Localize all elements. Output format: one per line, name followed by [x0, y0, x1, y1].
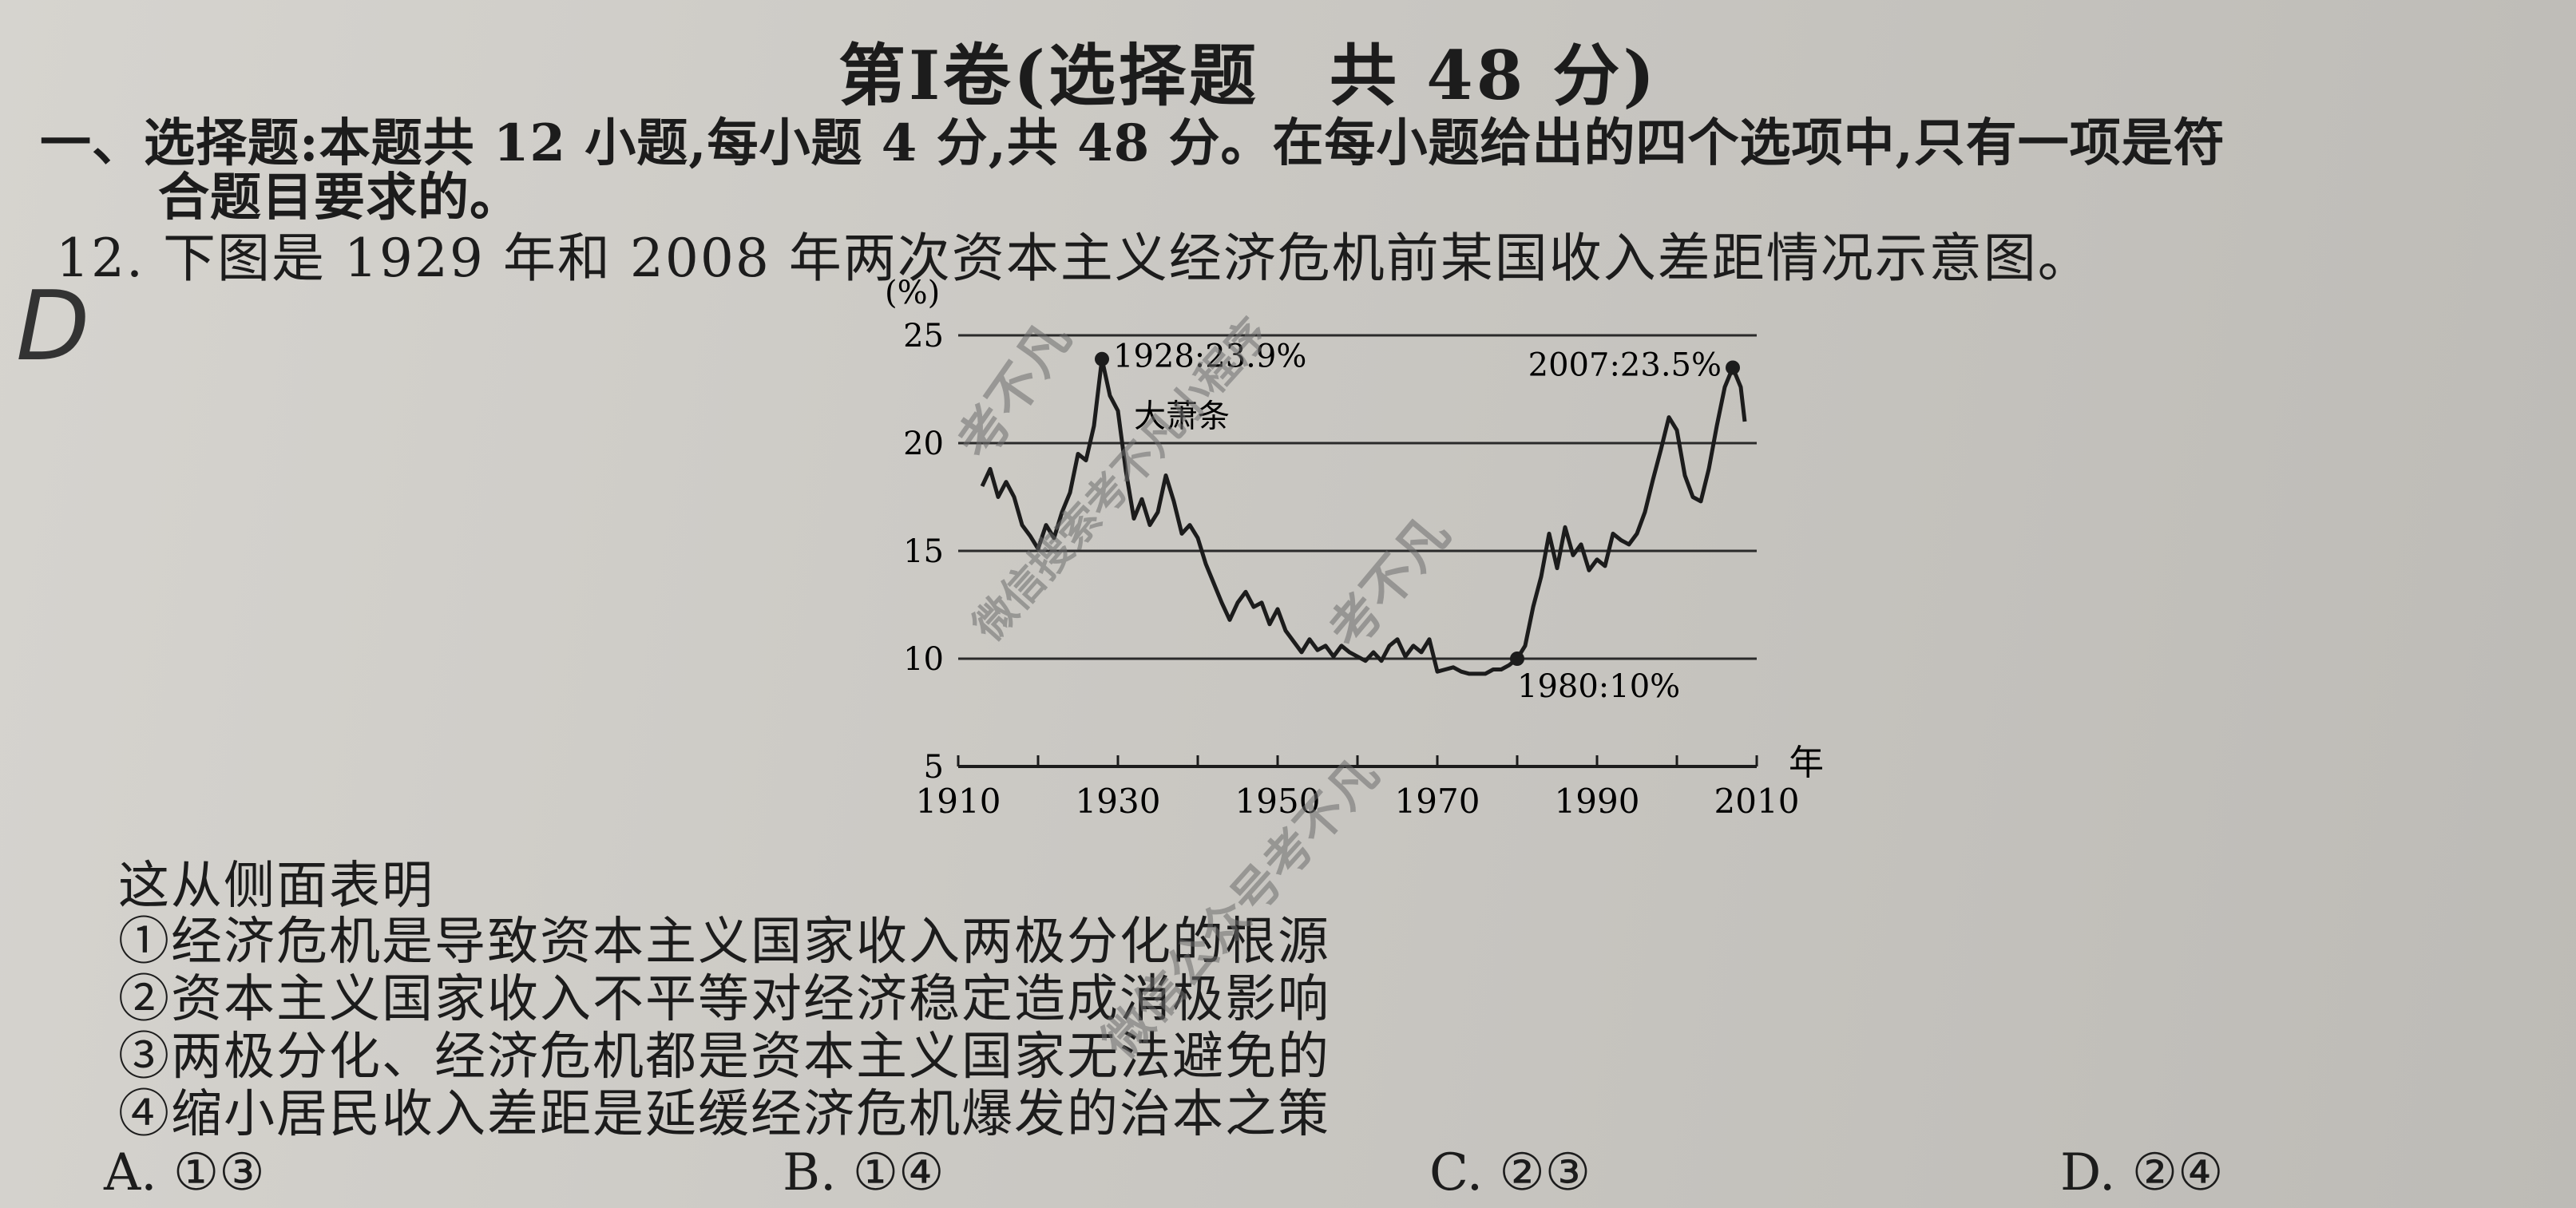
y-tick-label-15: 15 — [903, 533, 944, 570]
y-tick-label-5: 5 — [924, 749, 944, 786]
chart-y-axis-label: (%) — [885, 275, 940, 311]
y-tick-label-10: 10 — [903, 641, 944, 678]
statement-1: ①经济危机是导致资本主义国家收入两极分化的根源 — [118, 913, 1330, 972]
statement-2: ②资本主义国家收入不平等对经济稳定造成消极影响 — [118, 970, 1330, 1029]
x-tick-label-1990: 1990 — [1555, 782, 1640, 821]
question-stem: 这从侧面表明 — [118, 857, 434, 916]
chart-series-line — [980, 357, 1747, 676]
y-tick-label-20: 20 — [903, 426, 944, 462]
choice-a[interactable]: A. ①③ — [104, 1143, 265, 1202]
annotation-label-0: 1928:23.9% — [1113, 339, 1306, 375]
section-instruction-line2: 合题目要求的。 — [158, 168, 521, 228]
section-title: 第Ⅰ卷(选择题 共 48 分) — [838, 36, 1659, 115]
section-instruction-line1: 一、选择题:本题共 12 小题,每小题 4 分,共 48 分。在每小题给出的四个… — [40, 113, 2225, 173]
x-tick-label-1970: 1970 — [1395, 782, 1480, 821]
statement-3: ③两极分化、经济危机都是资本主义国家无法避免的 — [118, 1028, 1330, 1087]
choice-d[interactable]: D. ②④ — [2060, 1143, 2224, 1202]
chart-annotations: 1928:23.9% 大萧条 2007:23.5% 1980:10% — [1095, 339, 1740, 705]
handwritten-answer-mark: D — [16, 271, 90, 382]
annotation-label-2: 2007:23.5% — [1528, 347, 1722, 384]
chart-x-axis — [957, 755, 1758, 768]
question-12-text: 12. 下图是 1929 年和 2008 年两次资本主义经济危机前某国收入差距情… — [56, 228, 2092, 289]
annotation-point-2 — [1726, 360, 1740, 375]
choice-b[interactable]: B. ①④ — [783, 1143, 945, 1202]
choice-c[interactable]: C. ②③ — [1429, 1143, 1591, 1202]
chart-x-axis-label: 年 — [1789, 743, 1824, 783]
x-tick-label-1950: 1950 — [1235, 782, 1321, 821]
x-tick-label-1910: 1910 — [916, 782, 1001, 821]
chart-ticks: 5 10 15 20 25 1910 1930 1950 1970 1990 2010 — [903, 318, 1799, 821]
x-tick-label-2010: 2010 — [1714, 782, 1800, 821]
annotation-point-3 — [1510, 652, 1524, 666]
annotation-point-0 — [1095, 351, 1109, 366]
statement-4: ④缩小居民收入差距是延缓经济危机爆发的治本之策 — [118, 1085, 1330, 1144]
annotation-label-1: 大萧条 — [1134, 398, 1230, 435]
y-tick-label-25: 25 — [903, 318, 944, 354]
x-tick-label-1930: 1930 — [1076, 782, 1161, 821]
annotation-label-3: 1980:10% — [1517, 668, 1680, 705]
